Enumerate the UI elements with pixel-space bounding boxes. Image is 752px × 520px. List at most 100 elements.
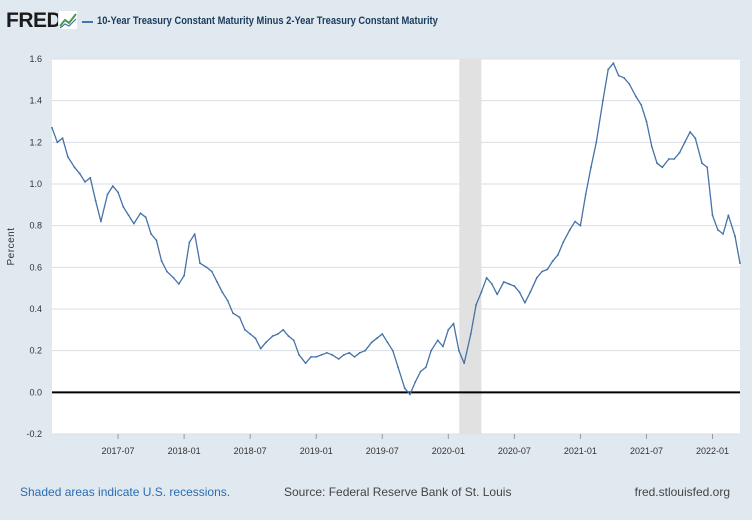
x-tick-label: 2018-01 bbox=[168, 446, 201, 456]
data-point bbox=[706, 166, 709, 169]
legend-series-label: 10-Year Treasury Constant Maturity Minus… bbox=[97, 15, 438, 27]
chart-line-icon bbox=[58, 10, 78, 30]
data-point bbox=[73, 166, 76, 169]
y-tick-label: 0.0 bbox=[29, 387, 42, 397]
data-point bbox=[568, 228, 571, 231]
data-point bbox=[678, 151, 681, 154]
data-point bbox=[292, 339, 295, 342]
data-point bbox=[150, 233, 152, 235]
data-point bbox=[221, 291, 224, 294]
y-tick-label: 1.4 bbox=[29, 96, 42, 106]
data-point bbox=[249, 333, 252, 335]
data-point bbox=[457, 349, 460, 352]
data-point bbox=[668, 158, 670, 160]
data-point bbox=[601, 99, 604, 102]
data-point bbox=[193, 233, 196, 235]
data-point bbox=[271, 335, 274, 337]
data-point bbox=[166, 270, 168, 273]
data-point bbox=[254, 337, 257, 340]
y-tick-label: -0.2 bbox=[26, 429, 42, 439]
data-point bbox=[216, 281, 219, 283]
data-point bbox=[89, 176, 92, 179]
x-tick-label: 2020-07 bbox=[498, 446, 531, 456]
data-point bbox=[607, 68, 610, 71]
data-point bbox=[259, 347, 262, 350]
data-point bbox=[160, 260, 163, 262]
data-point bbox=[238, 316, 241, 319]
data-point bbox=[734, 235, 736, 237]
data-point bbox=[205, 266, 208, 269]
data-point bbox=[595, 141, 598, 144]
data-point bbox=[144, 216, 147, 219]
data-point bbox=[304, 362, 307, 365]
chart-header: FRED 10-Year Treasury Constant Maturity … bbox=[0, 0, 752, 44]
y-tick-label: 1.2 bbox=[29, 137, 42, 147]
data-point bbox=[491, 283, 493, 285]
data-point bbox=[122, 206, 125, 208]
data-point bbox=[397, 366, 400, 369]
data-point bbox=[199, 262, 201, 265]
data-point bbox=[694, 137, 697, 140]
data-point bbox=[353, 356, 356, 358]
y-tick-label: 0.2 bbox=[29, 346, 42, 356]
fred-logo[interactable]: FRED bbox=[6, 9, 62, 32]
data-point bbox=[469, 333, 472, 335]
data-point bbox=[546, 268, 549, 271]
data-point bbox=[496, 293, 499, 296]
data-point bbox=[722, 233, 724, 235]
data-point bbox=[106, 193, 109, 196]
data-point bbox=[117, 191, 119, 194]
data-point bbox=[612, 62, 615, 65]
data-point bbox=[650, 145, 653, 148]
data-point bbox=[325, 351, 328, 354]
data-point bbox=[463, 362, 466, 365]
data-point bbox=[287, 335, 290, 337]
data-point bbox=[661, 166, 664, 169]
data-point bbox=[579, 224, 582, 227]
data-point bbox=[645, 120, 648, 123]
x-tick-label: 2022-01 bbox=[696, 446, 729, 456]
data-point bbox=[133, 222, 135, 225]
data-point bbox=[66, 156, 69, 158]
data-point bbox=[320, 353, 323, 356]
series-points bbox=[51, 62, 741, 396]
data-point bbox=[485, 276, 488, 279]
data-point bbox=[502, 281, 505, 283]
data-point bbox=[376, 337, 378, 340]
data-point bbox=[711, 214, 714, 217]
data-point bbox=[282, 328, 285, 331]
y-tick-label: 0.8 bbox=[29, 221, 42, 231]
y-tick-label: 1.6 bbox=[29, 54, 42, 64]
data-point bbox=[155, 239, 158, 242]
data-point bbox=[739, 262, 741, 265]
x-tick-label: 2019-07 bbox=[366, 446, 399, 456]
data-point bbox=[414, 381, 417, 383]
data-point bbox=[442, 345, 444, 348]
data-point bbox=[727, 214, 730, 217]
legend-swatch bbox=[82, 21, 93, 23]
x-tick-label: 2018-07 bbox=[234, 446, 267, 456]
data-point bbox=[452, 322, 455, 325]
data-point bbox=[480, 291, 483, 294]
data-point bbox=[61, 137, 64, 140]
data-point bbox=[635, 95, 637, 98]
data-point bbox=[716, 228, 719, 231]
data-point bbox=[172, 276, 175, 279]
plot-area bbox=[52, 59, 740, 434]
data-point bbox=[673, 158, 676, 160]
data-point bbox=[623, 76, 625, 79]
source-credit: Source: Federal Reserve Bank of St. Loui… bbox=[284, 485, 512, 499]
data-point bbox=[447, 328, 450, 331]
x-tick-label: 2021-07 bbox=[630, 446, 663, 456]
line-chart[interactable]: -0.2 0.0 0.2 0.4 0.6 0.8 1.0 1.2 1.4 1.6 2017-07 20… bbox=[0, 0, 752, 480]
data-point bbox=[381, 333, 384, 335]
site-url[interactable]: fred.stlouisfed.org bbox=[634, 485, 730, 499]
data-point bbox=[364, 349, 366, 352]
data-point bbox=[508, 283, 510, 285]
data-point bbox=[358, 351, 361, 354]
data-point bbox=[475, 303, 477, 306]
x-tick-label: 2020-01 bbox=[432, 446, 465, 456]
chart-footer: Shaded areas indicate U.S. recessions. S… bbox=[0, 480, 752, 504]
data-point bbox=[226, 299, 229, 302]
data-point bbox=[56, 141, 59, 144]
